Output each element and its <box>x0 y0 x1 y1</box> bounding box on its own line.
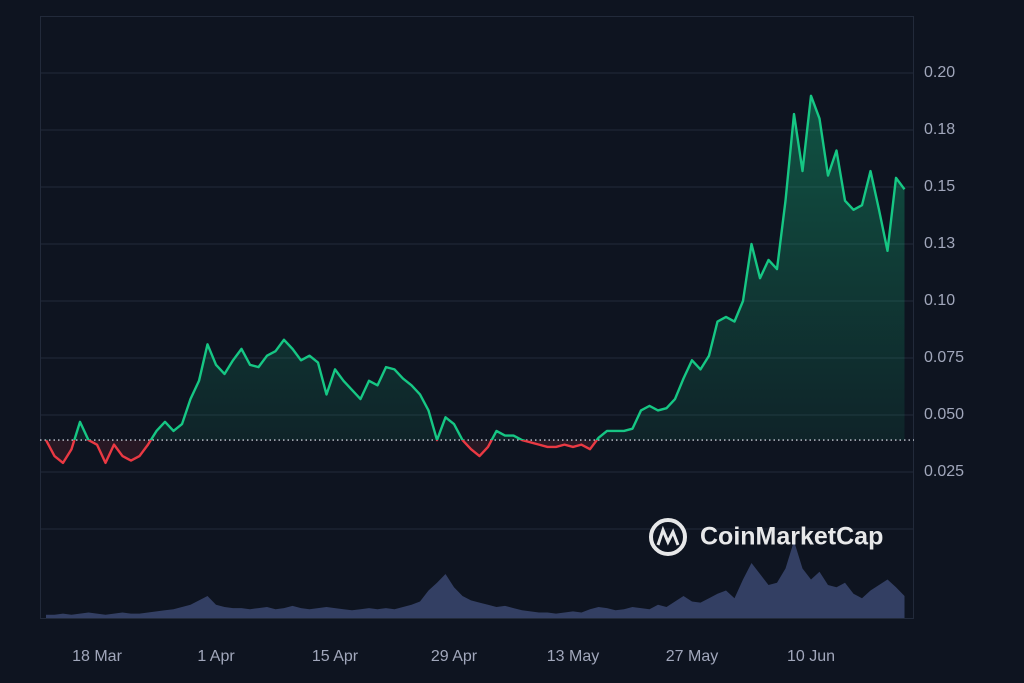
x-tick-label: 15 Apr <box>312 648 359 665</box>
watermark-logo <box>649 518 687 556</box>
x-tick-label: 13 May <box>547 648 599 665</box>
x-tick-label: 10 Jun <box>787 648 835 665</box>
x-tick-label: 18 Mar <box>72 648 122 665</box>
price-area-above <box>74 95 905 441</box>
y-tick-label: 0.025 <box>924 463 964 480</box>
y-tick-label: 0.050 <box>924 406 964 423</box>
plot-frame <box>40 16 914 619</box>
y-tick-label: 0.13 <box>924 235 955 252</box>
x-tick-label: 1 Apr <box>197 648 235 665</box>
watermark-logo-mark <box>656 525 680 546</box>
y-tick-label: 0.20 <box>924 64 955 81</box>
y-tick-label: 0.10 <box>924 292 955 309</box>
watermark-text: CoinMarketCap <box>700 523 883 551</box>
price-line-above <box>46 94 906 441</box>
x-tick-label: 27 May <box>666 648 718 665</box>
y-tick-label: 0.15 <box>924 178 955 195</box>
watermark: CoinMarketCap <box>649 518 883 556</box>
price-line-below <box>44 440 599 465</box>
x-tick-label: 29 Apr <box>431 648 478 665</box>
y-tick-label: 0.18 <box>924 121 955 138</box>
volume-area <box>46 541 905 618</box>
y-tick-label: 0.075 <box>924 349 964 366</box>
